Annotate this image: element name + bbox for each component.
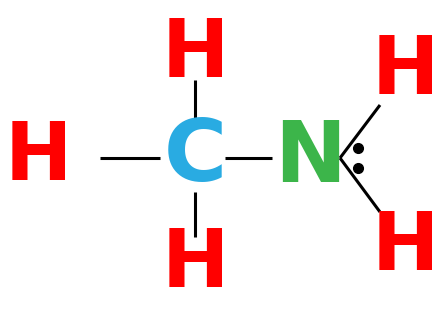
Text: H: H: [4, 119, 72, 197]
Text: H: H: [161, 226, 229, 304]
Text: H: H: [372, 33, 439, 111]
Text: H: H: [372, 209, 439, 287]
Text: N: N: [274, 117, 346, 199]
Text: H: H: [161, 16, 229, 94]
Text: C: C: [163, 117, 227, 199]
